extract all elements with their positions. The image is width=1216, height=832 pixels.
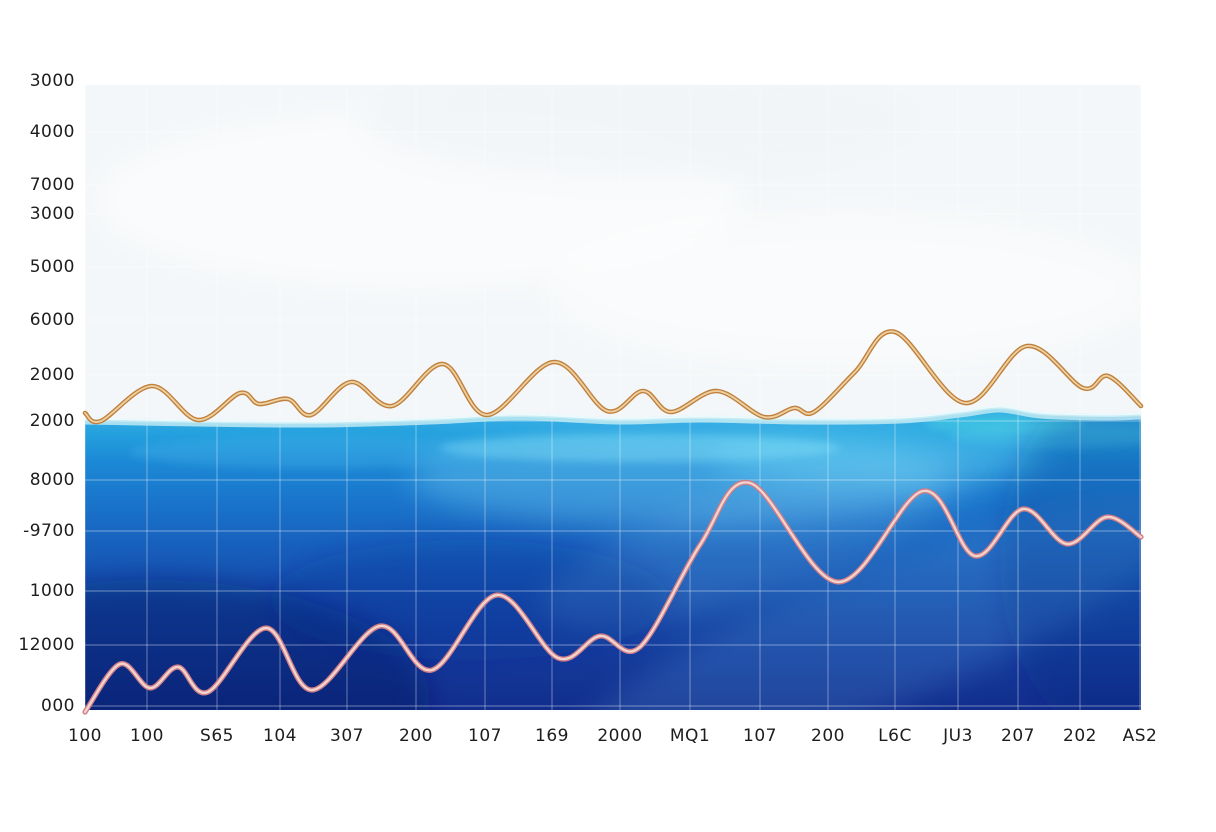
water-surface-edge	[84, 405, 1142, 423]
y-tick-label-4: 5000	[29, 257, 75, 277]
x-tick-label-13: JU3	[943, 726, 973, 746]
x-tick-label-6: 107	[468, 726, 502, 746]
x-tick-label-5: 200	[399, 726, 433, 746]
y-tick-label-5: 6000	[29, 310, 75, 330]
y-tick-label-0: 3000	[29, 71, 75, 91]
x-tick-label-10: 107	[743, 726, 777, 746]
x-tick-label-1: 100	[130, 726, 164, 746]
y-tick-label-6: 2000	[29, 365, 75, 385]
x-tick-label-14: 207	[1001, 726, 1035, 746]
y-tick-label-3: 3000	[29, 204, 75, 224]
x-tick-label-2: S65	[200, 726, 234, 746]
y-tick-label-7: 2000	[29, 411, 75, 431]
water-surface-band	[84, 405, 1142, 428]
x-tick-label-9: MQ1	[669, 726, 711, 746]
x-tick-label-16: AS2	[1122, 726, 1158, 746]
y-tick-label-2: 7000	[29, 175, 75, 195]
underwater-wave-pink-highlight	[83, 481, 1143, 714]
y-tick-label-9: -9700	[23, 521, 75, 541]
x-tick-label-3: 104	[263, 726, 297, 746]
water-texture	[85, 408, 1141, 710]
x-tick-label-0: 100	[68, 726, 102, 746]
y-tick-label-1: 4000	[29, 122, 75, 142]
x-tick-label-7: 169	[535, 726, 569, 746]
surface-wave-orange-line	[82, 329, 1144, 425]
underwater-wave-pink-line	[82, 479, 1144, 715]
surface-wave-orange-highlight	[84, 330, 1142, 423]
y-tick-label-10: 1000	[29, 581, 75, 601]
x-tick-label-11: 200	[811, 726, 845, 746]
x-tick-label-4: 307	[330, 726, 364, 746]
sky-texture	[100, 85, 1141, 365]
y-tick-label-8: 8000	[29, 470, 75, 490]
x-tick-label-12: L6C	[878, 726, 912, 746]
y-tick-label-12: 000	[41, 696, 75, 716]
gridlines	[85, 85, 1141, 710]
y-tick-label-11: 12000	[18, 635, 75, 655]
x-tick-label-8: 2000	[597, 726, 643, 746]
x-tick-label-15: 202	[1063, 726, 1097, 746]
